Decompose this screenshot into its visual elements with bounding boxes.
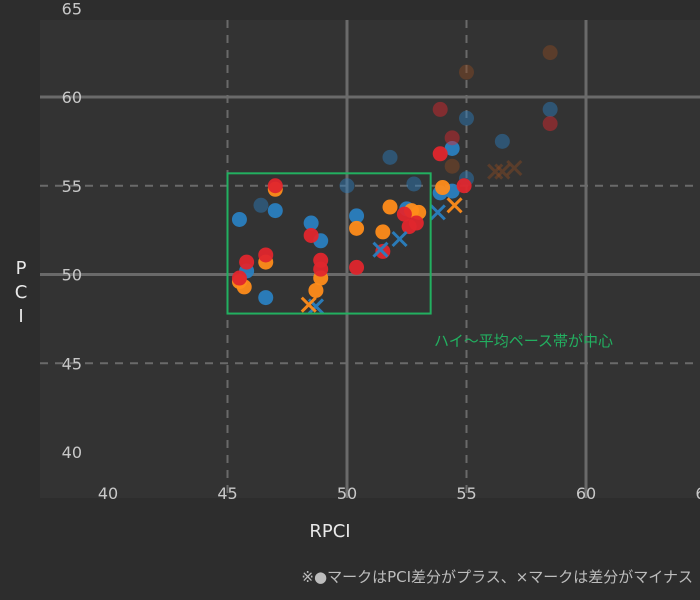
circle-marker-point: [349, 259, 365, 275]
y-tick-label: 40: [62, 443, 82, 462]
x-marker-point: [506, 159, 523, 177]
circle-marker-point: [456, 178, 472, 194]
circle-marker-point: [253, 197, 269, 213]
circle-marker-point: [313, 261, 329, 277]
y-tick-label: 55: [62, 177, 82, 196]
circle-marker-point: [349, 208, 365, 224]
circle-marker-point: [494, 133, 510, 149]
x-marker-point: [300, 296, 317, 313]
circle-marker-point: [339, 178, 355, 194]
circle-marker-point: [444, 158, 460, 174]
circle-marker-point: [459, 64, 474, 80]
circle-marker-point: [542, 101, 558, 117]
y-tick-label: 50: [62, 266, 82, 285]
circle-marker-point: [267, 203, 283, 219]
circle-marker-point: [239, 254, 255, 270]
x-marker-point: [372, 241, 389, 258]
circle-marker-point: [459, 110, 474, 126]
circle-marker-point: [382, 149, 398, 165]
circle-marker-point: [231, 270, 247, 286]
circle-marker-point: [349, 220, 365, 236]
circle-marker-point: [444, 140, 460, 156]
x-marker-point: [487, 163, 504, 180]
circle-marker-point: [432, 101, 448, 117]
circle-marker-point: [406, 176, 422, 192]
circle-marker-point: [542, 45, 558, 61]
x-tick-label: 45: [217, 484, 237, 503]
y-tick-label: 65: [62, 0, 82, 18]
x-tick-label: 65: [695, 484, 700, 503]
footnote: ※●マークはPCI差分がプラス、×マークは差分がマイナス: [301, 568, 693, 586]
x-tick-label: 40: [98, 484, 118, 503]
circle-marker-point: [444, 130, 460, 146]
x-tick-label: 60: [576, 484, 596, 503]
x-marker-point: [429, 204, 446, 221]
highlight-box: [226, 172, 432, 315]
x-axis-label: RPCI: [309, 521, 350, 542]
circle-marker-point: [382, 199, 398, 215]
circle-marker-point: [303, 215, 319, 231]
plot-area: [40, 20, 700, 498]
circle-marker-point: [432, 146, 448, 162]
circle-marker-point: [231, 211, 247, 227]
x-tick-label: 55: [456, 484, 476, 503]
circle-marker-point: [408, 215, 424, 231]
circle-marker-point: [258, 247, 274, 263]
circle-marker-point: [435, 180, 451, 196]
highlight-label: ハイ〜平均ペース帯が中心: [434, 332, 613, 350]
circle-marker-point: [375, 224, 391, 240]
circle-marker-point: [258, 290, 274, 306]
x-marker-point: [494, 163, 511, 180]
circle-marker-point: [308, 282, 324, 298]
x-tick-label: 50: [337, 484, 357, 503]
tick-labels: 40 45 50 55 60 65 40 45 50 55 60 65: [62, 0, 700, 503]
circle-marker-point: [303, 227, 319, 243]
data-points: [231, 45, 558, 315]
y-tick-label: 60: [62, 88, 82, 107]
circle-marker-point: [396, 206, 412, 222]
circle-marker-point: [542, 116, 558, 132]
y-tick-label: 45: [62, 354, 82, 373]
grid-lines: [40, 20, 700, 498]
x-marker-point: [391, 230, 408, 248]
x-marker-point: [446, 197, 463, 214]
circle-marker-point: [267, 178, 283, 194]
